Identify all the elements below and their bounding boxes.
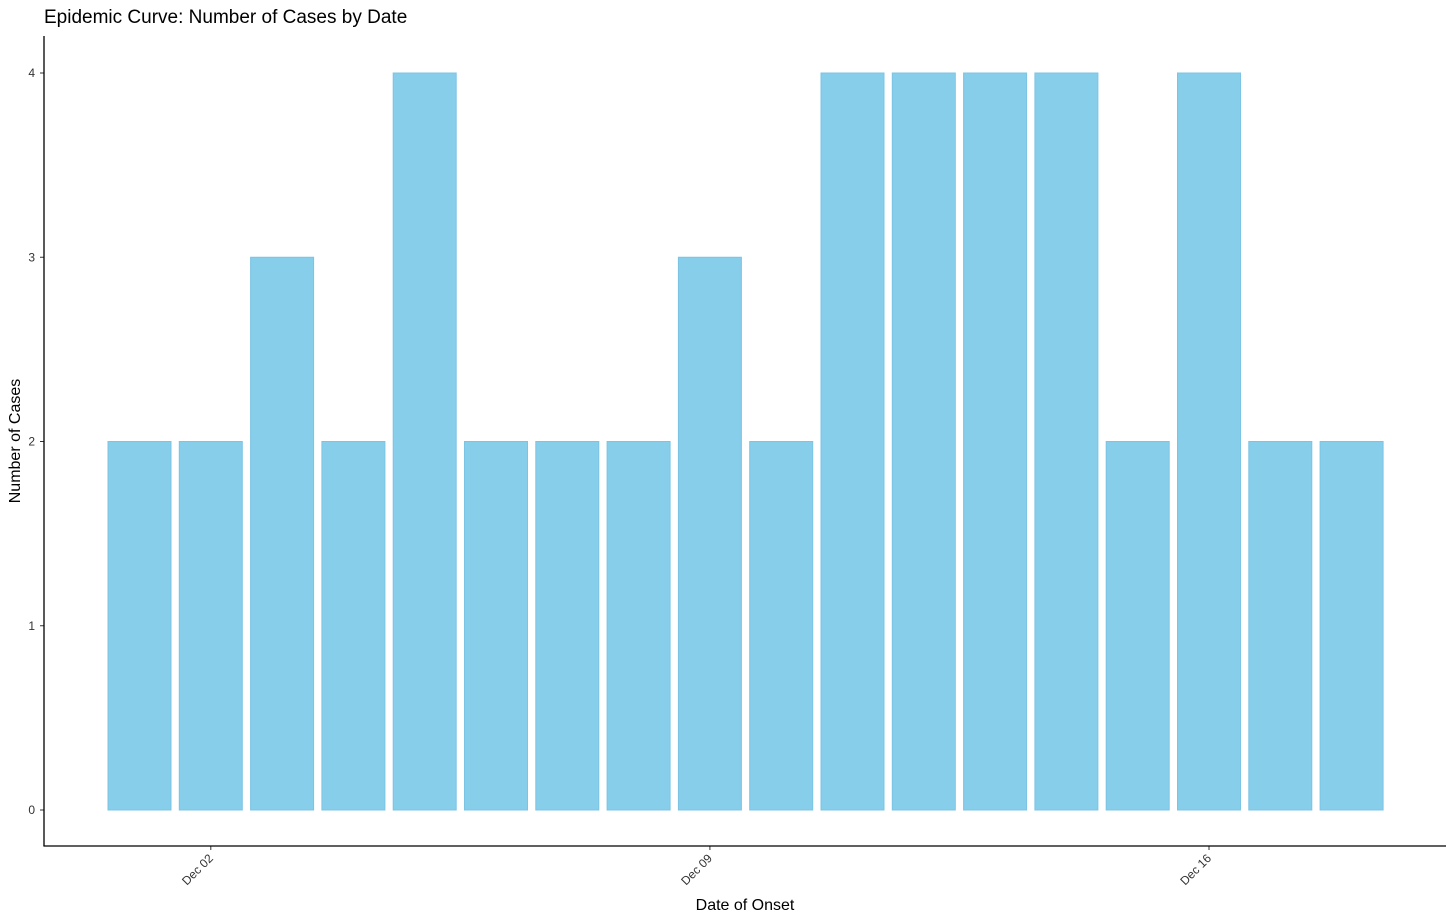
bar-2023-12-03 <box>250 256 315 811</box>
x-axis-label: Date of Onset <box>696 897 795 914</box>
bar-2023-12-06 <box>464 441 528 811</box>
chart-title: Epidemic Curve: Number of Cases by Date <box>44 7 407 28</box>
bar-2023-12-18 <box>1319 441 1384 811</box>
bars-group <box>107 72 1384 811</box>
y-tick-label-2: 2 <box>28 435 35 449</box>
bar-2023-12-10 <box>749 441 814 811</box>
y-tick-label-3: 3 <box>28 250 35 264</box>
bar-2023-12-15 <box>1105 441 1170 811</box>
bar-2023-12-12 <box>891 72 956 811</box>
y-tick-label-4: 4 <box>28 66 35 80</box>
bar-2023-12-05 <box>392 72 457 811</box>
bar-2023-12-16 <box>1177 72 1241 811</box>
x-tick-label-2023-12-09: Dec 09 <box>678 851 715 888</box>
y-axis-label: Number of Cases <box>7 379 24 504</box>
x-tick-label-2023-12-16: Dec 16 <box>1177 851 1214 888</box>
x-axis-ticks: Dec 02 Dec 09 Dec 16 <box>179 846 1214 888</box>
y-axis-ticks: 0 1 2 3 4 <box>28 66 44 817</box>
x-tick-label-2023-12-02: Dec 02 <box>179 851 216 888</box>
bar-2023-12-11 <box>820 72 885 811</box>
bar-2023-12-14 <box>1034 72 1099 811</box>
bar-2023-12-02 <box>178 441 243 811</box>
bar-2023-12-08 <box>606 441 671 811</box>
y-tick-label-1: 1 <box>28 619 35 633</box>
y-tick-label-0: 0 <box>28 803 35 817</box>
bar-2023-12-07 <box>535 441 600 811</box>
bar-2023-12-17 <box>1248 441 1313 811</box>
bar-2023-12-09 <box>677 256 742 811</box>
bar-2023-12-04 <box>321 441 386 811</box>
bar-2023-12-01 <box>107 441 172 811</box>
bar-2023-12-13 <box>963 72 1028 811</box>
